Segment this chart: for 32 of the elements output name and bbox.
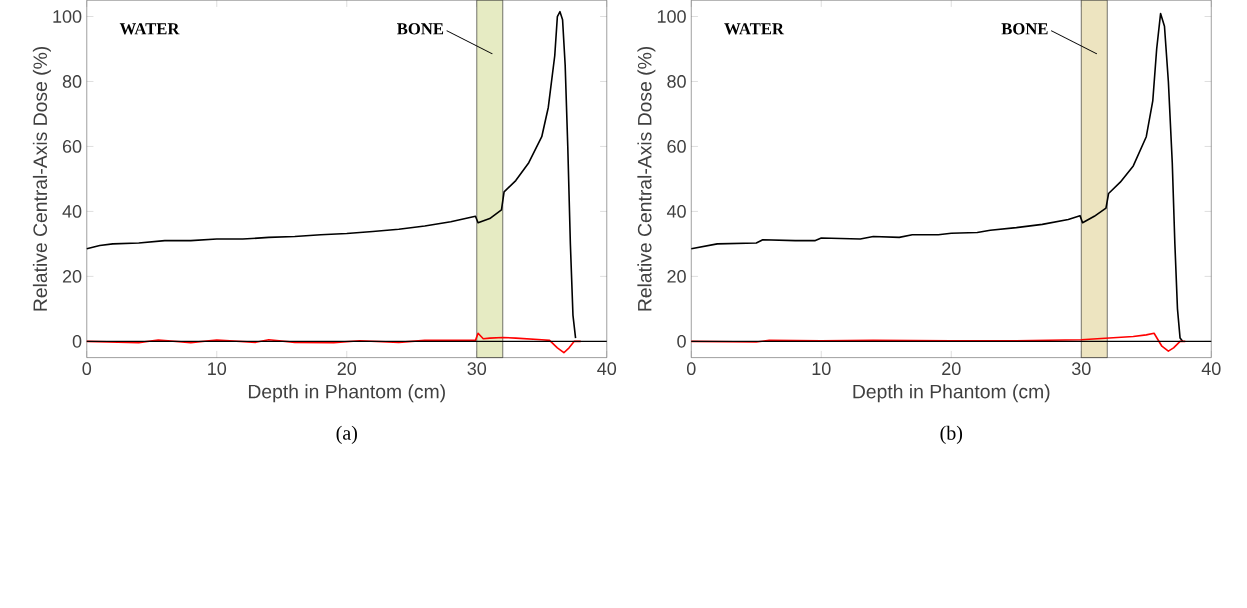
x-tick-label: 20: [942, 362, 961, 376]
y-tick-label: 20: [62, 270, 82, 283]
x-tick-label: 10: [812, 362, 831, 376]
text: (b): [940, 425, 963, 445]
x-tick-label: 20: [337, 362, 357, 376]
y-tick-label: 40: [62, 205, 82, 218]
x-tick-label: 0: [686, 362, 696, 376]
y-tick-label: 60: [62, 140, 82, 153]
y-tick-label: 40: [666, 205, 686, 218]
y-tick-label: 20: [667, 270, 686, 283]
x-axis-title: Depth in Phantom (cm): [853, 384, 1050, 403]
text: (a): [336, 425, 357, 445]
annotation: WATER: [724, 23, 785, 35]
x-tick-label: 30: [1071, 362, 1091, 376]
x-axis-title: Depth in Phantom (cm): [248, 384, 445, 403]
y-tick-label: 0: [72, 335, 82, 348]
y-axis-title: Relative Central-Axis Dose (%): [637, 47, 656, 311]
y-tick-label: 100: [657, 10, 686, 23]
y-tick-label: 60: [667, 140, 686, 153]
x-tick-label: 30: [467, 362, 487, 376]
x-tick-label: 40: [1201, 362, 1221, 376]
x-tick-label: 10: [208, 362, 227, 376]
y-tick-label: 100: [53, 10, 82, 23]
y-tick-label: 80: [667, 75, 686, 88]
annotation: WATER: [119, 23, 180, 35]
x-tick-label: 40: [597, 362, 617, 376]
y-axis-title: Relative Central-Axis Dose (%): [32, 47, 51, 311]
band-label: BONE: [1001, 23, 1048, 35]
y-tick-label: 0: [677, 335, 686, 348]
band-label: BONE: [397, 23, 444, 35]
y-tick-label: 80: [62, 75, 82, 88]
x-tick-label: 0: [82, 362, 92, 376]
